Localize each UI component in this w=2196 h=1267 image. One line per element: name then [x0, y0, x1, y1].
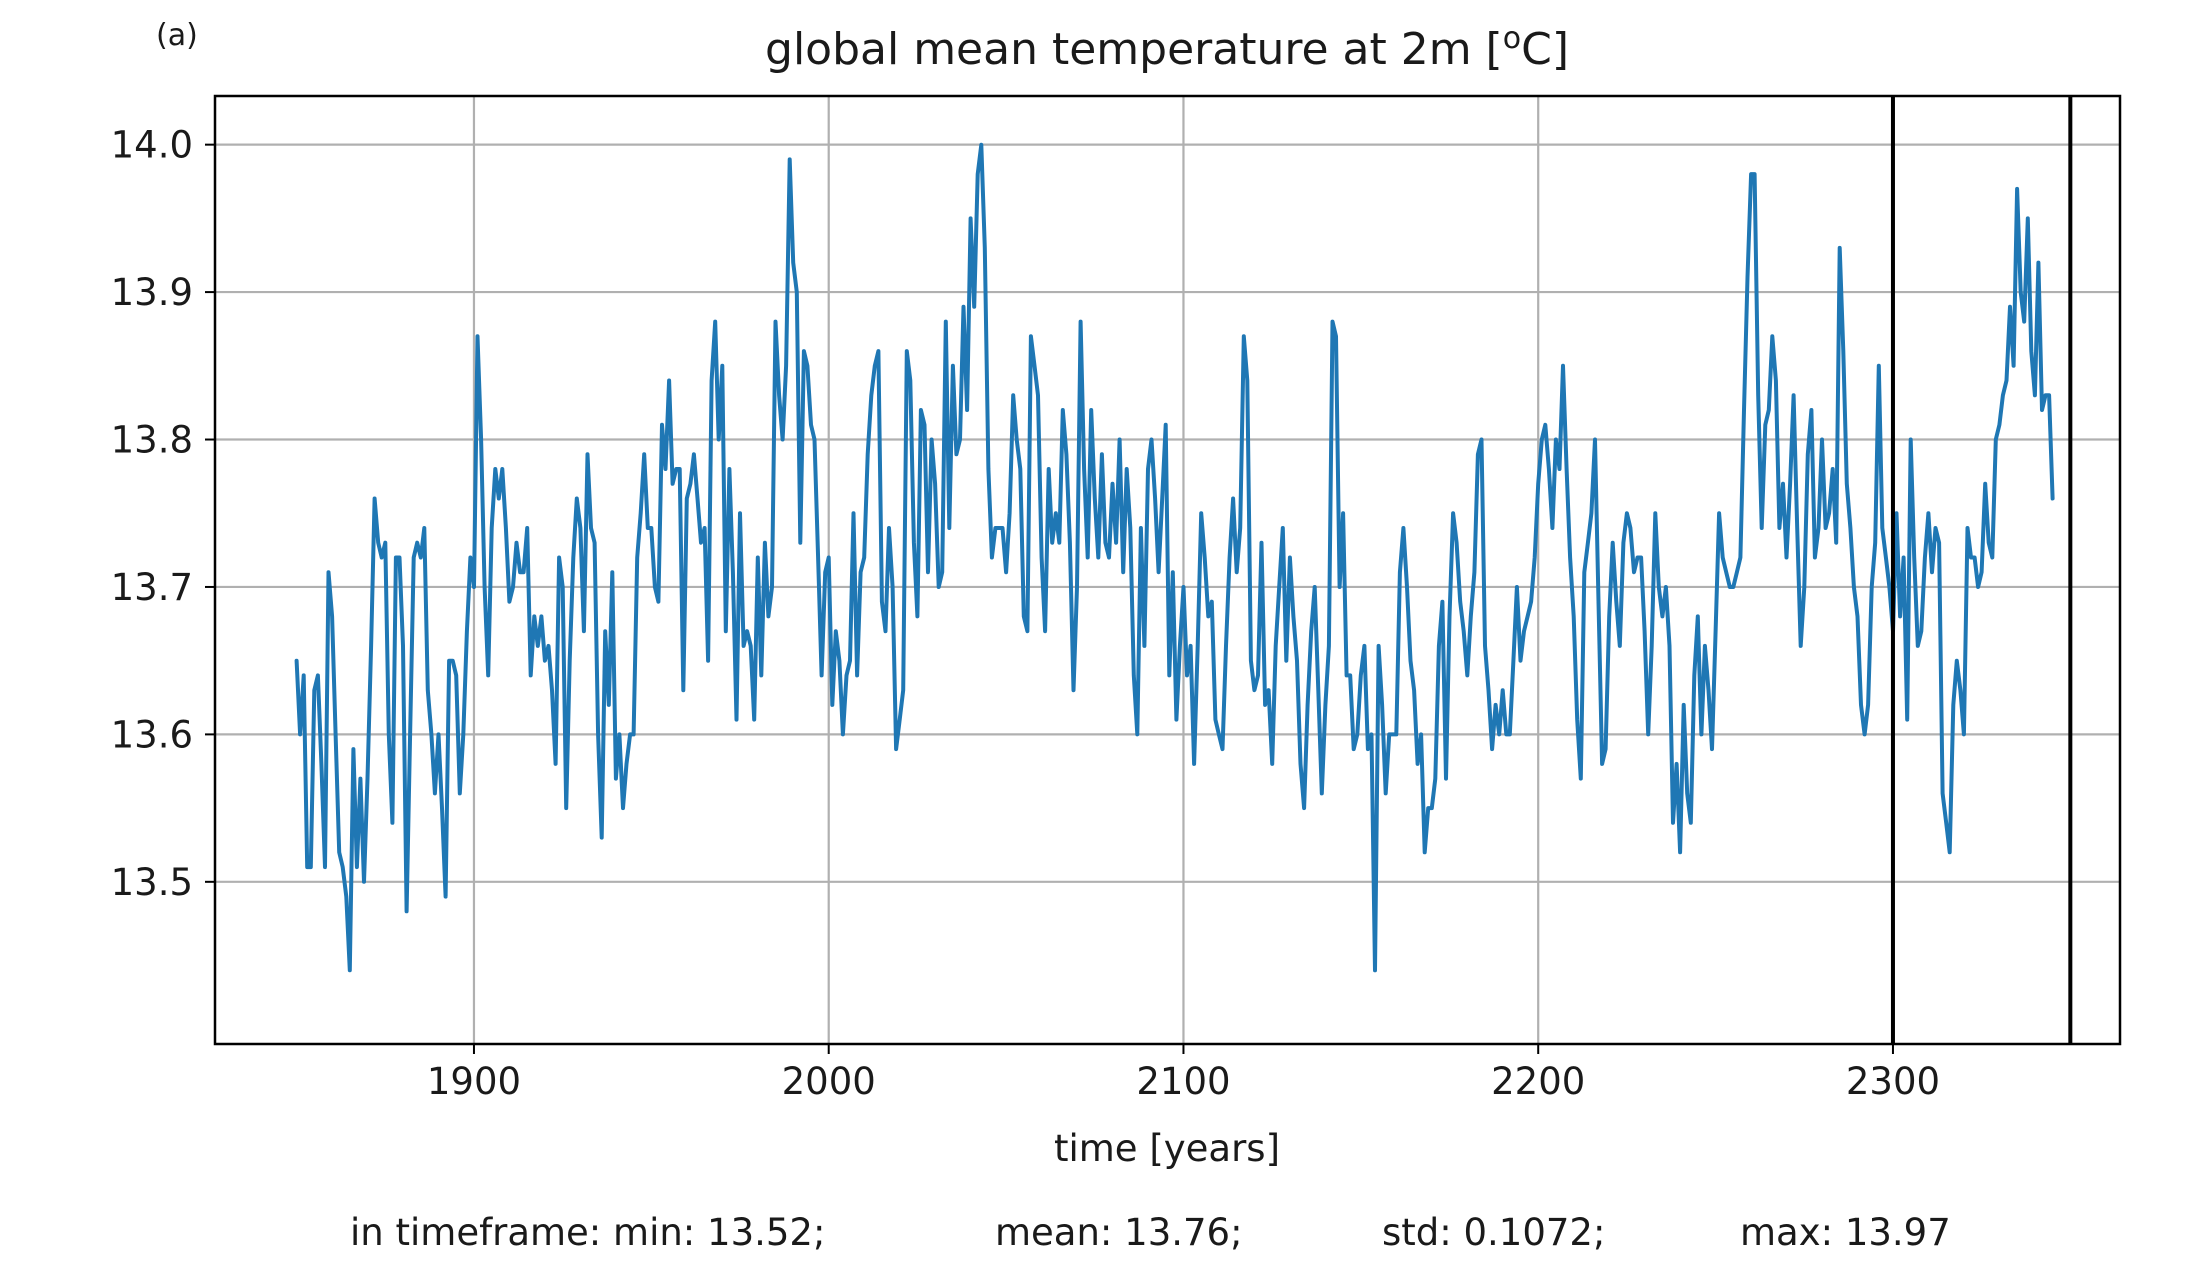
- reference-lines: [1890, 96, 2073, 1044]
- plot-frame: [213, 94, 2122, 1046]
- series-line: [294, 142, 2055, 973]
- stats-mean: mean: 13.76;: [995, 1211, 1243, 1254]
- panel-label: (a): [156, 18, 198, 53]
- x-tick-label: 2300: [1846, 1060, 1940, 1103]
- x-tick-label: 2200: [1491, 1060, 1585, 1103]
- chart-title-superscript: o: [1503, 21, 1521, 56]
- stats-std: std: 0.1072;: [1382, 1211, 1605, 1254]
- x-tick-label: 2100: [1136, 1060, 1230, 1103]
- grid-lines: [215, 96, 2120, 1044]
- x-axis-label: time [years]: [1054, 1127, 1280, 1170]
- chart-title-end: C]: [1521, 24, 1569, 75]
- chart-title: global mean temperature at 2m [oC]: [765, 21, 1569, 75]
- y-tick-label: 13.8: [111, 419, 193, 462]
- y-tick-label: 13.7: [111, 566, 193, 609]
- stats-max: max: 13.97: [1740, 1211, 1951, 1254]
- chart-title-main: global mean temperature at 2m [: [765, 24, 1503, 75]
- x-tick-label: 2000: [782, 1060, 876, 1103]
- stats-min: in timeframe: min: 13.52;: [350, 1211, 825, 1254]
- x-tick-label: 1900: [427, 1060, 521, 1103]
- axis-ticks: 1900 2000 2100 2200 2300 13.5 13.6 13.7 13.8 13.9…: [111, 124, 1940, 1103]
- y-tick-label: 13.9: [111, 271, 193, 314]
- y-tick-label: 13.5: [111, 861, 193, 904]
- series-layer: [294, 142, 2055, 973]
- y-tick-label: 14.0: [111, 124, 193, 167]
- y-tick-label: 13.6: [111, 713, 193, 756]
